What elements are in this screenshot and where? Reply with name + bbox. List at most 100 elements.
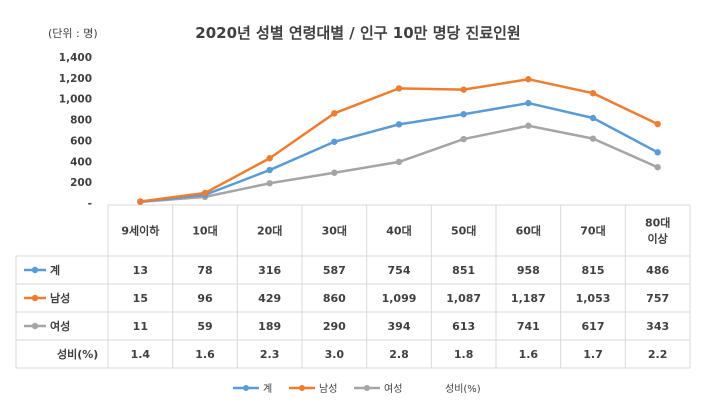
table-cell: 15 xyxy=(133,292,148,305)
table-cell: 2.8 xyxy=(389,348,409,361)
table-cell: 1.7 xyxy=(583,348,603,361)
data-point xyxy=(331,169,338,176)
table-cell: 189 xyxy=(258,320,281,333)
legend-entry: 계 xyxy=(263,383,272,395)
table-cell: 1.4 xyxy=(131,348,151,361)
data-point xyxy=(460,135,467,143)
table-cell: 394 xyxy=(388,320,411,333)
y-tick-label: 1,000 xyxy=(59,94,92,106)
table-cell: 1.8 xyxy=(454,348,474,361)
data-point xyxy=(460,86,467,93)
row-legend-marker xyxy=(31,266,39,274)
table-cell: 13 xyxy=(133,264,148,277)
data-point xyxy=(654,149,661,156)
y-tick-label: - xyxy=(88,198,92,210)
table-cell: 617 xyxy=(582,320,605,333)
category-label: 10대 xyxy=(192,224,217,238)
data-point xyxy=(525,76,532,83)
data-point xyxy=(460,111,467,118)
row-legend-marker xyxy=(31,322,39,330)
category-label: 20대 xyxy=(257,224,282,238)
data-point xyxy=(331,110,338,117)
table-cell: 1,187 xyxy=(511,292,546,305)
category-label: 50대 xyxy=(451,224,476,238)
unit-label: (단위 : 명) xyxy=(48,27,98,40)
table-cell: 1,087 xyxy=(446,292,481,305)
table-cell: 860 xyxy=(323,292,346,305)
y-tick-label: 600 xyxy=(70,135,92,147)
table-cell: 11 xyxy=(133,320,148,333)
category-label: 9세이하 xyxy=(121,224,160,238)
data-point xyxy=(266,155,273,162)
table-cell: 958 xyxy=(517,264,540,277)
row-ratio-name: 성비(%) xyxy=(57,347,98,361)
data-table-grid xyxy=(15,204,691,369)
data-point xyxy=(331,138,338,145)
category-label: 40대 xyxy=(386,224,411,238)
table-cell: 754 xyxy=(388,264,411,277)
category-label: 60대 xyxy=(516,224,541,238)
legend-marker xyxy=(299,385,305,391)
data-point xyxy=(654,164,661,171)
data-point xyxy=(266,180,273,187)
y-axis: - 200 400 600 800 1,000 1,200 1,400 xyxy=(59,52,92,210)
y-tick-label: 1,400 xyxy=(59,52,92,64)
table-cell: 1.6 xyxy=(519,348,539,361)
row-series-name: 계 xyxy=(50,263,60,277)
series-line-2 xyxy=(140,77,659,203)
table-cell: 343 xyxy=(646,320,669,333)
category-label: 30대 xyxy=(322,224,347,238)
table-cell: 2.2 xyxy=(648,348,668,361)
table-cell: 2.3 xyxy=(260,348,280,361)
row-series-name: 여성 xyxy=(50,319,70,333)
table-cell: 290 xyxy=(323,320,346,333)
data-point xyxy=(525,122,532,129)
table-cell: 59 xyxy=(197,320,212,333)
table-cell: 815 xyxy=(582,264,605,277)
chart-title: 2020년 성별 연령대별 / 인구 10만 명당 진료인원 xyxy=(195,24,520,42)
table-cell: 757 xyxy=(646,292,669,305)
data-point xyxy=(589,135,597,142)
legend-entry-ratio: 성비(%) xyxy=(445,383,481,395)
y-tick-label: 200 xyxy=(70,177,92,189)
legend-entry: 남성 xyxy=(319,383,337,395)
legend-marker xyxy=(364,385,370,391)
data-point xyxy=(589,114,597,122)
legend-marker xyxy=(243,385,249,391)
table-cell: 3.0 xyxy=(325,348,345,361)
y-tick-label: 800 xyxy=(70,115,92,127)
category-label: 80대 xyxy=(645,216,670,230)
data-point xyxy=(525,99,532,107)
plot-area xyxy=(137,76,661,206)
data-point xyxy=(395,121,403,128)
legend: 계 남성 여성 성비(%) xyxy=(233,383,481,395)
legend-entry: 여성 xyxy=(384,383,402,395)
table-cell: 613 xyxy=(452,320,475,333)
y-tick-label: 400 xyxy=(70,156,92,168)
table-cell: 587 xyxy=(323,264,346,277)
table-cell: 741 xyxy=(517,320,540,333)
table-cell: 78 xyxy=(197,264,212,277)
category-label: 70대 xyxy=(580,224,605,238)
row-series-name: 남성 xyxy=(50,291,70,305)
data-point xyxy=(395,85,403,92)
category-label: 이상 xyxy=(648,232,668,246)
row-legend-marker xyxy=(31,294,39,302)
data-point xyxy=(266,166,273,174)
table-cell: 316 xyxy=(258,264,281,277)
table-cell: 1,053 xyxy=(576,292,611,305)
data-point xyxy=(137,198,144,205)
table-cell: 96 xyxy=(197,292,213,305)
table-cell: 429 xyxy=(258,292,281,305)
table-cell: 851 xyxy=(452,264,475,277)
data-point xyxy=(201,189,209,197)
y-tick-label: 1,200 xyxy=(59,73,92,85)
data-point xyxy=(395,158,403,166)
table-cell: 486 xyxy=(646,264,669,277)
data-point xyxy=(589,89,597,97)
table-cell: 1.6 xyxy=(195,348,215,361)
data-point xyxy=(654,120,661,128)
table-cell: 1,099 xyxy=(382,292,417,305)
